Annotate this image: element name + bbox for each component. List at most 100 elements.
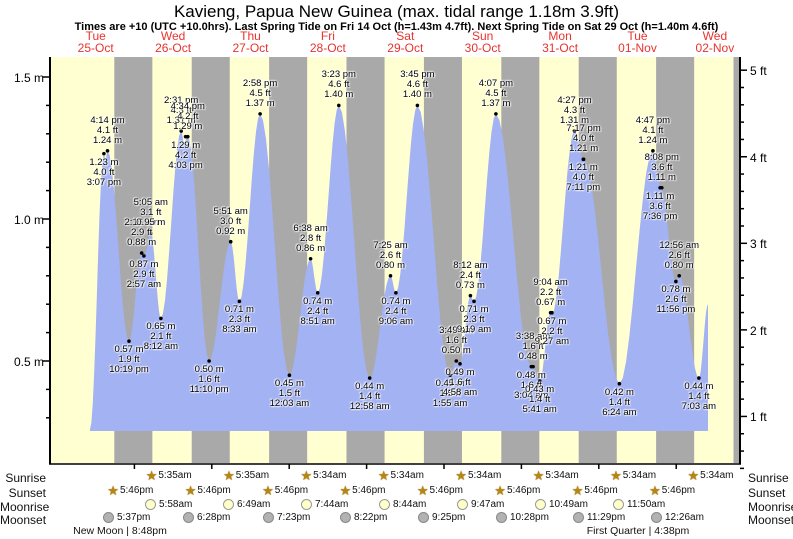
moonset-time-entry: 8:22pm: [340, 512, 387, 523]
tide-annotation: 4:14 pm 4.1 ft 1.24 m: [90, 114, 125, 146]
moonset-time: 6:28pm: [197, 512, 231, 523]
tide-extremum-dot: [102, 151, 106, 156]
tide-extremum-dot: [697, 376, 701, 380]
left-axis-tick-label: 0.5 m: [13, 355, 44, 369]
tide-extremum-dot: [105, 149, 110, 153]
astro-row-label-right: Moonset: [748, 513, 793, 527]
moon-phase-note: First Quarter | 4:38pm: [586, 525, 690, 537]
tide-extremum-dot: [183, 134, 188, 139]
tide-annotation: 8:12 am 2.4 ft 0.73 m: [453, 259, 488, 291]
tide-extremum-dot: [468, 293, 473, 298]
tide-annotation: 0.49 m 1.6 ft 4:58 am: [442, 366, 478, 398]
moonset-icon: [340, 512, 351, 523]
day-name: Thu: [240, 29, 261, 43]
tide-annotation: 0.67 m 2.2 ft 9:27 am: [534, 315, 570, 347]
moonrise-time-entry: 6:49am: [223, 499, 270, 510]
tide-annotation: 3:45 pm 4.6 ft 1.40 m: [400, 69, 435, 101]
tide-annotation: 0.44 m 1.4 ft 12:58 am: [349, 381, 390, 413]
tide-extremum-dot: [179, 129, 183, 133]
day-date: 26-Oct: [155, 41, 192, 55]
tide-extremum-dot: [581, 157, 586, 162]
tide-annotation: 3:23 pm 4.6 ft 1.40 m: [321, 69, 356, 101]
moonrise-icon: [145, 499, 156, 510]
tide-annotation: 0.87 m 2.9 ft 2:57 am: [126, 258, 162, 290]
moonset-icon: [651, 512, 662, 523]
tide-annotation: 5:51 am 3.0 ft 0.92 m: [213, 205, 248, 237]
tide-annotation: 12:56 am 2.6 ft 0.80 m: [659, 239, 699, 271]
moonset-icon: [103, 512, 114, 523]
astro-row-label-left: Moonset: [0, 513, 47, 527]
moonset-time: 11:29pm: [587, 512, 626, 523]
moonset-icon: [263, 512, 274, 523]
tide-curve: [90, 105, 708, 432]
moonrise-time-entry: 9:47am: [457, 499, 504, 510]
moon-phase-note: New Moon | 8:48pm: [73, 525, 167, 537]
tide-annotation: 3:49 am 1.6 ft 0.50 m: [439, 325, 474, 356]
sunrise-star-icon: ★: [532, 467, 545, 483]
day-label: Thu 27-Oct: [232, 30, 268, 54]
sunset-star-icon: ★: [416, 482, 429, 498]
tide-extremum-dot: [458, 362, 462, 366]
sunrise-star-icon: ★: [610, 467, 622, 483]
day-date: 25-Oct: [77, 41, 114, 55]
tide-annotation: 7:25 am 2.6 ft 0.80 m: [373, 239, 408, 271]
day-date: 31-Oct: [542, 41, 579, 55]
moonrise-time-entry: 11:50am: [613, 499, 665, 510]
right-axis-tick-label: 4 ft: [750, 150, 767, 165]
tide-extremum-dot: [142, 254, 146, 258]
moonset-time-entry: 9:25pm: [418, 512, 465, 523]
tide-extremum-dot: [258, 112, 262, 116]
tide-annotation: 0.71 m 2.3 ft 9:19 am: [456, 304, 492, 336]
sunrise-time-entry: ★ 5:35am: [146, 469, 192, 482]
day-name: Wed: [702, 29, 728, 43]
tide-annotation: 0.45 m 1.5 ft 1:55 am: [432, 378, 468, 410]
moonset-time-entry: 7:23pm: [263, 512, 310, 523]
tide-annotation: 8:08 pm 3.6 ft 1.11 m: [644, 151, 679, 183]
astro-row-label-left: Sunset: [8, 486, 46, 500]
tide-extremum-dot: [651, 149, 655, 153]
tide-extremum-dot: [237, 299, 242, 304]
moonrise-time-entry: 10:49am: [535, 499, 588, 510]
moonrise-icon: [301, 499, 312, 510]
moonrise-icon: [613, 499, 624, 510]
moonrise-icon: [457, 499, 468, 510]
moonrise-time-entry: 7:44am: [301, 499, 348, 510]
moonset-time-entry: 5:37pm: [103, 512, 150, 523]
sunrise-star-icon: ★: [223, 467, 235, 483]
tide-annotation: 4:34 pm 4.2 ft 1.29 m: [170, 100, 205, 132]
sunset-time: 5:46pm: [429, 485, 463, 496]
moonset-time: 12:26am: [665, 512, 704, 523]
astro-row-label-right: Sunrise: [748, 471, 789, 485]
tide-annotation: 0.45 m 1.5 ft 12:03 am: [269, 378, 310, 410]
tide-annotation: 0.78 m 2.6 ft 11:56 pm: [656, 284, 696, 316]
right-axis-tick-label: 3 ft: [750, 237, 767, 252]
tide-extremum-dot: [139, 251, 144, 255]
moonset-time: 7:23pm: [277, 512, 311, 523]
sunset-time-entry: ★ 5:46pm: [262, 484, 308, 497]
moonset-time: 10:28pm: [510, 512, 549, 523]
astro-row-label-right: Sunset: [748, 486, 786, 500]
sunset-time-entry: ★ 5:46pm: [340, 484, 386, 497]
tide-extremum-dot: [337, 103, 341, 108]
tide-extremum-dot: [315, 291, 320, 295]
day-name: Sat: [396, 29, 415, 43]
tide-extremum-dot: [550, 310, 554, 315]
day-label: Tue 25-Oct: [78, 30, 114, 54]
day-name: Wed: [160, 29, 186, 43]
tide-annotation: 0.65 m 2.1 ft 8:12 am: [143, 321, 179, 353]
tide-annotation: 4:07 pm 4.5 ft 1.37 m: [478, 77, 514, 109]
tide-annotation: 9:04 am 2.2 ft 0.67 m: [533, 276, 568, 308]
tide-extremum-dot: [127, 339, 131, 343]
day-label: Sat 29-Oct: [387, 30, 423, 54]
tide-extremum-dot: [394, 291, 398, 295]
tide-extremum-dot: [537, 379, 542, 383]
moonset-icon: [496, 512, 507, 523]
tide-annotation: 0.48 m 1.6 ft 3:04 am: [514, 369, 549, 401]
day-name: Fri: [320, 29, 335, 43]
day-label: Mon 31-Oct: [542, 30, 578, 54]
day-date: 28-Oct: [309, 41, 346, 55]
sunset-time: 5:46pm: [352, 485, 386, 496]
day-label: Tue 01-Nov: [618, 30, 657, 54]
tide-annotation: 0.57 m 1.9 ft 10:19 pm: [109, 344, 149, 376]
moonrise-time: 5:58am: [159, 499, 193, 510]
